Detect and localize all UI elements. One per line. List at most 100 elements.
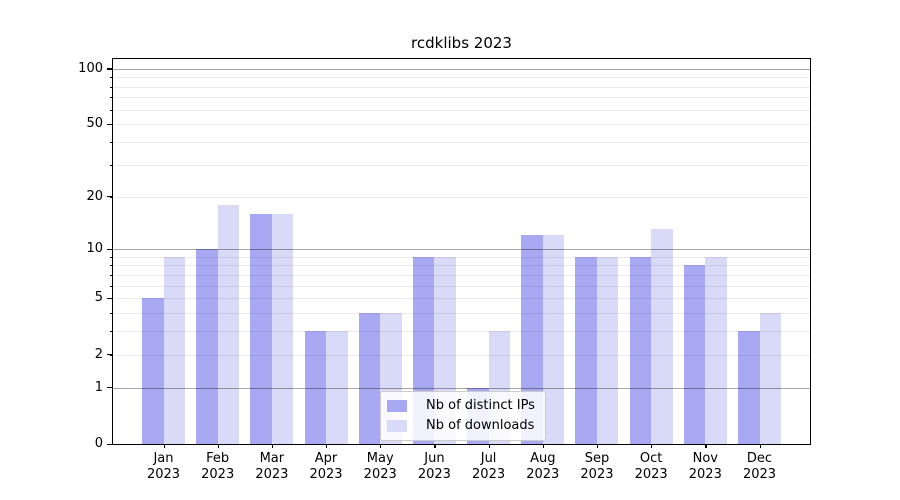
x-tick-label-feb: Feb 2023 (186, 451, 250, 483)
y-tick-label: 10 (86, 241, 103, 257)
bar-distinct-ips-jan (142, 298, 164, 444)
gridline-minor (113, 142, 810, 144)
y-minor-tick-mark (109, 313, 113, 315)
gridline-minor (113, 274, 810, 276)
x-tick-year: 2023 (472, 467, 506, 482)
gridline-minor (113, 196, 810, 198)
bar-downloads-mar (271, 213, 294, 444)
y-minor-tick-mark (109, 97, 113, 99)
y-minor-tick-mark (109, 256, 113, 258)
gridline-minor (113, 124, 810, 126)
x-tick-label-dec: Dec 2023 (728, 451, 792, 483)
bar-distinct-ips-nov (683, 265, 706, 444)
x-tick-month: Oct (639, 451, 663, 466)
y-minor-tick-mark (109, 331, 113, 333)
bar-distinct-ips-may (358, 313, 381, 444)
x-tick-year: 2023 (146, 467, 181, 482)
x-tick-month: Jun (424, 451, 445, 466)
bar-downloads-aug (542, 235, 565, 444)
x-tick-year: 2023 (363, 467, 397, 482)
y-tick-mark (107, 248, 113, 250)
y-tick-label: 100 (78, 60, 103, 76)
x-tick-label-jan: Jan 2023 (132, 451, 196, 483)
bar-downloads-sep (596, 256, 619, 444)
y-tick-label: 1 (94, 379, 103, 395)
x-tick-mark (434, 444, 436, 448)
y-minor-tick-mark (109, 164, 113, 166)
x-tick-mark (759, 444, 761, 448)
gridline-major (113, 387, 810, 389)
x-tick-mark (542, 444, 544, 448)
legend-item: Nb of downloads (387, 418, 541, 434)
bar-distinct-ips-apr (304, 331, 327, 444)
x-tick-month: Jul (480, 451, 497, 466)
x-tick-label-may: May 2023 (348, 451, 412, 483)
x-tick-mark (163, 444, 165, 448)
bar-downloads-apr (326, 331, 348, 444)
gridline-minor (113, 97, 810, 99)
legend-item: Nb of distinct IPs (387, 398, 541, 414)
x-tick-year: 2023 (634, 467, 668, 482)
chart-title: rcdklibs 2023 (411, 34, 512, 52)
y-minor-tick-mark (109, 142, 113, 144)
x-tick-year: 2023 (580, 467, 614, 482)
x-tick-mark (326, 444, 328, 448)
x-tick-year: 2023 (201, 467, 235, 482)
bar-distinct-ips-dec (738, 331, 760, 444)
x-tick-label-oct: Oct 2023 (619, 451, 683, 483)
x-tick-month: Sep (584, 451, 610, 466)
y-minor-tick-mark (109, 124, 113, 126)
bar-downloads-feb (217, 204, 240, 444)
x-tick-month: Mar (259, 451, 285, 466)
legend-swatch-icon (387, 419, 407, 432)
bar-distinct-ips-feb (196, 249, 218, 444)
plot-area (113, 59, 810, 444)
y-minor-tick-mark (109, 265, 113, 267)
x-tick-year: 2023 (526, 467, 560, 482)
y-minor-tick-mark (109, 354, 113, 356)
y-tick-label: 5 (94, 290, 103, 306)
x-tick-year: 2023 (309, 467, 343, 482)
y-minor-tick-mark (109, 86, 113, 88)
gridline-minor (113, 256, 810, 258)
x-tick-month: Nov (692, 451, 718, 466)
x-tick-mark (596, 444, 599, 448)
x-tick-month: Dec (746, 451, 773, 466)
gridline-minor (113, 86, 810, 88)
x-tick-year: 2023 (255, 467, 289, 482)
x-tick-month: Aug (530, 451, 556, 466)
y-minor-tick-mark (109, 285, 113, 287)
bar-downloads-nov (705, 256, 727, 444)
x-tick-year: 2023 (417, 467, 451, 482)
y-minor-tick-mark (109, 274, 113, 276)
y-tick-mark (107, 443, 113, 445)
y-tick-mark (107, 68, 113, 70)
gridline-minor (113, 331, 810, 333)
bar-distinct-ips-mar (250, 213, 272, 444)
y-minor-tick-mark (109, 77, 113, 79)
bar-distinct-ips-sep (575, 256, 597, 444)
gridline-minor (113, 164, 810, 166)
x-tick-month: Feb (206, 451, 230, 466)
legend: Nb of distinct IPs Nb of downloads (380, 391, 546, 441)
y-tick-label: 2 (94, 346, 103, 362)
gridline-minor (113, 285, 810, 287)
gridline-minor (113, 109, 810, 111)
y-minor-tick-mark (109, 109, 113, 111)
y-tick-label: 0 (94, 436, 103, 451)
x-tick-label-jul: Jul 2023 (457, 451, 521, 483)
y-tick-mark (107, 387, 113, 389)
y-tick-label: 20 (86, 188, 103, 204)
x-tick-month: Apr (314, 451, 338, 466)
x-tick-label-mar: Mar 2023 (240, 451, 304, 483)
x-tick-year: 2023 (742, 467, 777, 482)
x-tick-month: Jan (153, 451, 174, 466)
x-tick-mark (271, 444, 274, 448)
gridline-minor (113, 77, 810, 79)
y-minor-tick-mark (109, 196, 113, 198)
bar-distinct-ips-oct (629, 256, 652, 444)
x-tick-label-sep: Sep 2023 (565, 451, 629, 483)
x-tick-mark (651, 444, 653, 448)
x-tick-label-apr: Apr 2023 (294, 451, 358, 483)
x-tick-mark (705, 444, 707, 448)
